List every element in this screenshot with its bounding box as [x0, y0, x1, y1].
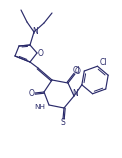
Text: O: O — [75, 67, 80, 76]
Text: NH: NH — [34, 104, 45, 110]
Text: S: S — [61, 118, 65, 127]
Text: N: N — [72, 89, 78, 98]
Text: N: N — [32, 27, 38, 36]
Text: Cl: Cl — [99, 58, 107, 67]
Text: Cl: Cl — [73, 66, 80, 75]
Text: O: O — [29, 88, 35, 97]
Text: O: O — [38, 49, 43, 58]
